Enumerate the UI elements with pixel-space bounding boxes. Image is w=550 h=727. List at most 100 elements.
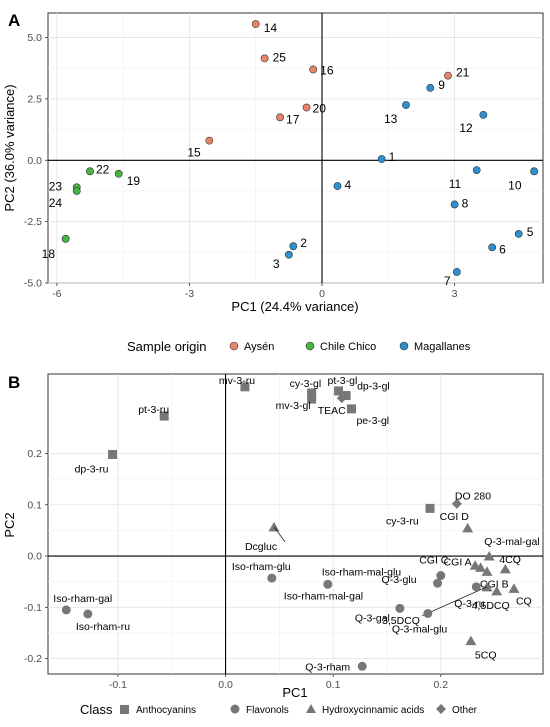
panel-label-a: A bbox=[8, 11, 20, 30]
point-4cq bbox=[499, 563, 511, 574]
point-label-4: 4 bbox=[344, 178, 351, 192]
x-tick-label: 0 bbox=[319, 288, 325, 300]
point-cy-3-ru bbox=[425, 503, 435, 513]
panel-b-x-axis-label: PC1 bbox=[282, 685, 307, 700]
point-iso-rham-gal bbox=[61, 605, 71, 615]
point-q-3-gal bbox=[395, 603, 405, 613]
panel-b-plot-area bbox=[47, 373, 544, 675]
point-label-dp-3-gl: dp-3-gl bbox=[357, 381, 390, 393]
point-label-11: 11 bbox=[449, 177, 462, 191]
point-cq bbox=[508, 583, 520, 593]
point-sample-16 bbox=[309, 65, 318, 74]
panel-b-legend: Class Anthocyanins Flavonols Hydroxycinn… bbox=[80, 702, 478, 717]
panel-b-x-ticks: -0.1 0.0 0.1 0.2 bbox=[109, 674, 448, 691]
point-label-2: 2 bbox=[300, 236, 307, 250]
point-sample-14 bbox=[251, 20, 260, 28]
point-label-17: 17 bbox=[286, 112, 300, 126]
panel-a-zero-lines bbox=[48, 13, 543, 283]
panel-a-y-ticks: -5.0 -2.5 0.0 2.5 5.0 bbox=[24, 32, 48, 290]
point-label-cq: CQ bbox=[516, 595, 532, 607]
point-label-mv-3-ru: mv-3-ru bbox=[219, 375, 255, 387]
point-sample-9 bbox=[426, 83, 435, 92]
point-label-9: 9 bbox=[438, 78, 445, 92]
point-label-10: 10 bbox=[508, 178, 522, 192]
point-label-14: 14 bbox=[264, 21, 278, 35]
point-sample-7 bbox=[452, 268, 461, 276]
point-label-16: 16 bbox=[320, 63, 334, 77]
y-tick-label: 0.2 bbox=[27, 448, 42, 460]
legend-marker-hydroxycinnamic-acids bbox=[306, 704, 316, 713]
point-label-24: 24 bbox=[49, 196, 63, 210]
legend-marker-other bbox=[436, 704, 446, 714]
y-tick-label: 2.5 bbox=[27, 93, 42, 105]
legend-marker-chile-chico bbox=[305, 341, 315, 351]
point-label-iso-rham-mal-gal: Iso-rham-mal-gal bbox=[284, 590, 363, 602]
y-tick-label: -2.5 bbox=[24, 216, 42, 228]
point-sample-4 bbox=[333, 182, 342, 190]
point-3-5dcq bbox=[481, 581, 493, 592]
point-pe-3-gl bbox=[346, 404, 356, 414]
point-teac bbox=[336, 393, 347, 404]
legend-label-anthocyanins: Anthocyanins bbox=[136, 705, 196, 716]
point-label-mv-3-gl: mv-3-gl bbox=[276, 400, 311, 412]
x-tick-label: -0.1 bbox=[109, 679, 127, 691]
point-pt-3-ru bbox=[159, 411, 169, 421]
x-tick-label: -6 bbox=[52, 288, 61, 300]
point-q-3-glu bbox=[433, 578, 443, 588]
panel-b-y-axis-label: PC2 bbox=[2, 512, 17, 537]
point-do-280 bbox=[451, 498, 462, 509]
point-label-15: 15 bbox=[187, 146, 201, 160]
point-label-23: 23 bbox=[49, 179, 63, 193]
point-label-pt-3-gl: pt-3-gl bbox=[328, 375, 358, 387]
point-label-cgi-d: CGI D bbox=[440, 511, 470, 523]
y-tick-label: -0.1 bbox=[24, 602, 42, 614]
point-cy-3-gl bbox=[307, 388, 317, 398]
panel-a-legend-title: Sample origin bbox=[127, 339, 207, 354]
point-iso-rham-ru bbox=[83, 609, 93, 619]
point-label-4-5dcq: 4,5DCQ bbox=[472, 600, 510, 612]
panel-b: -0.1 0.0 0.1 0.2 -0.2 -0.1 0.0 0.1 0.2 mv-3-ru p… bbox=[2, 373, 544, 717]
point-label-25: 25 bbox=[273, 50, 287, 64]
point-iso-rham-glu bbox=[267, 573, 277, 583]
point-label-dp-3-ru: dp-3-ru bbox=[75, 464, 109, 476]
point-label-q-3-rham: Q-3-rham bbox=[305, 661, 350, 673]
point-label-13: 13 bbox=[384, 112, 398, 126]
panel-b-zero-lines bbox=[48, 374, 543, 674]
point-label-18: 18 bbox=[42, 247, 56, 261]
point-sample-2 bbox=[289, 242, 298, 251]
point-sample-8 bbox=[450, 200, 459, 209]
y-tick-label: 5.0 bbox=[27, 32, 42, 44]
panel-a-x-axis-label: PC1 (24.4% variance) bbox=[231, 299, 358, 314]
legend-label-other: Other bbox=[452, 705, 478, 716]
point-label-iso-rham-glu: Iso-rham-glu bbox=[232, 561, 291, 573]
point-label-q-3-gal: Q-3-gal bbox=[355, 612, 390, 624]
point-sample-3 bbox=[284, 250, 293, 259]
point-cgi-a bbox=[475, 562, 487, 572]
point-iso-rham-mal-gal bbox=[323, 579, 333, 589]
point-sample-11 bbox=[472, 166, 481, 174]
point-label-q-3-mal-gal: Q-3-mal-gal bbox=[484, 536, 539, 548]
point-sample-6 bbox=[488, 243, 497, 252]
point-sample-15 bbox=[205, 136, 214, 145]
point-sample-22 bbox=[86, 167, 94, 176]
point-q-3-mal-glu bbox=[423, 608, 433, 618]
point-sample-25 bbox=[260, 54, 269, 63]
point-label-pt-3-ru: pt-3-ru bbox=[138, 404, 169, 416]
point-iso-rham-mal-glu bbox=[436, 571, 446, 581]
point-label-dcgluc: Dcgluc bbox=[245, 541, 277, 553]
panel-a-x-ticks: -6 -3 0 3 bbox=[52, 283, 458, 300]
point-dp-3-ru bbox=[108, 450, 118, 460]
panel-b-legend-title: Class bbox=[80, 702, 113, 717]
point-label-do-280: DO 280 bbox=[455, 491, 491, 503]
point-mv-3-ru bbox=[240, 382, 250, 392]
legend-marker-magallanes bbox=[399, 341, 409, 351]
point-label-12: 12 bbox=[459, 121, 473, 135]
point-label-teac: TEAC bbox=[318, 405, 346, 417]
point-dcgluc bbox=[268, 521, 280, 532]
point-label-20: 20 bbox=[313, 102, 327, 116]
point-q-3-rham bbox=[357, 661, 367, 671]
legend-label-aysen: Aysén bbox=[244, 341, 274, 353]
y-tick-label: 0.0 bbox=[27, 551, 42, 563]
